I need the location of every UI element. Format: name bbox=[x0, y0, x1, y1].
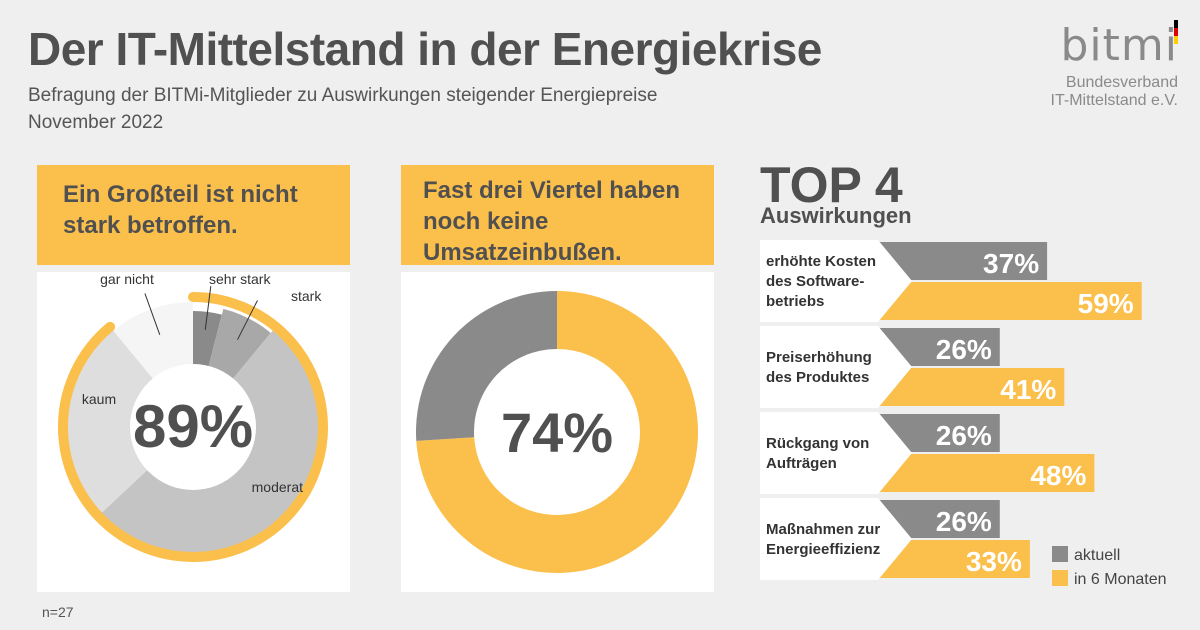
category-box bbox=[760, 412, 912, 494]
logo-text-line2: IT-Mittelstand e.V. bbox=[1050, 92, 1178, 109]
category-box bbox=[760, 240, 912, 322]
donut-hole bbox=[130, 364, 256, 490]
slice-label-gar-nicht: gar nicht bbox=[100, 272, 154, 287]
leader-stark bbox=[237, 300, 258, 340]
category-label: Energieeffizienz bbox=[766, 541, 880, 558]
slice-label-sehr-stark: sehr stark bbox=[209, 272, 271, 287]
category-label: betriebs bbox=[766, 293, 824, 310]
bitmi-logo: bitmi Bundesverband IT-Mittelstand e.V. bbox=[1018, 20, 1178, 112]
chart2-panel: 74% bbox=[401, 272, 714, 592]
value-label-aktuell: 26% bbox=[936, 420, 992, 451]
legend-swatch-aktuell bbox=[1052, 546, 1068, 562]
highlight-ring bbox=[58, 292, 328, 562]
logo-text-line1: Bundesverband bbox=[1065, 74, 1178, 91]
chart1-banner: Ein Großteil ist nicht stark betroffen. bbox=[37, 165, 350, 265]
slice-label-kaum: kaum bbox=[82, 391, 116, 407]
top4-subtitle: Auswirkungen bbox=[760, 203, 912, 228]
legend-label-aktuell: aktuell bbox=[1074, 547, 1120, 564]
bar-group-4: Maßnahmen zur Energieeffizienz 26% 33% bbox=[760, 498, 1030, 580]
category-label: Preiserhöhung bbox=[766, 349, 872, 366]
top4-title: TOP 4 bbox=[760, 157, 903, 213]
value-label-in-6-monaten: 59% bbox=[1078, 288, 1134, 319]
chart2-banner: Fast drei Viertel haben noch keine Umsat… bbox=[401, 165, 714, 266]
value-label-aktuell: 26% bbox=[936, 334, 992, 365]
value-label-in-6-monaten: 33% bbox=[966, 546, 1022, 577]
top4-bar-chart: erhöhte Kosten des Software-betriebs 37% 59… bbox=[760, 240, 1167, 588]
slice-umsatzeinbußen bbox=[416, 291, 557, 441]
value-label-in-6-monaten: 41% bbox=[1000, 374, 1056, 405]
bar-group-3: Rückgang von Aufträgen 26% 48% bbox=[760, 412, 1095, 494]
slice-keine-umsatzeinbußen bbox=[416, 291, 698, 573]
chart1-panel: 89% sehr stark stark moderat kaum gar nicht bbox=[37, 271, 350, 592]
bar-group-1: erhöhte Kosten des Software-betriebs 37% 59… bbox=[760, 240, 1142, 322]
bar-group-2: Preiserhöhung des Produktes 26% 41% bbox=[760, 326, 1065, 408]
value-label-aktuell: 37% bbox=[983, 248, 1039, 279]
legend-label-in-6-monaten: in 6 Monaten bbox=[1074, 571, 1167, 588]
category-label: Aufträgen bbox=[766, 455, 837, 472]
category-box bbox=[760, 326, 912, 408]
survey-date: November 2022 bbox=[28, 112, 164, 133]
category-label: des Produktes bbox=[766, 369, 869, 386]
category-label: des Software- bbox=[766, 273, 864, 290]
leader-gar-nicht bbox=[144, 293, 161, 335]
legend-swatch-in-6-monaten bbox=[1052, 570, 1068, 586]
value-label-aktuell: 26% bbox=[936, 506, 992, 537]
value-label-in-6-monaten: 48% bbox=[1030, 460, 1086, 491]
category-box bbox=[760, 498, 912, 580]
sample-size: n=27 bbox=[42, 604, 74, 620]
leader-sehr-stark bbox=[204, 286, 212, 330]
legend: aktuell in 6 Monaten bbox=[1052, 546, 1167, 588]
slice-label-stark: stark bbox=[291, 288, 322, 304]
page-subtitle: Befragung der BITMi-Mitglieder zu Auswir… bbox=[28, 85, 658, 106]
category-label: Rückgang von bbox=[766, 435, 869, 452]
impact-donut-chart: 89% sehr stark stark moderat kaum gar nicht bbox=[58, 271, 328, 562]
center-label: 74% bbox=[501, 401, 613, 464]
center-label: 89% bbox=[133, 393, 253, 460]
revenue-donut-chart: 74% bbox=[416, 291, 698, 573]
slice-kaum bbox=[64, 328, 193, 515]
german-flag-icon bbox=[1174, 20, 1178, 44]
logo-wordmark: bitmi bbox=[1060, 20, 1178, 71]
slice-label-moderat: moderat bbox=[252, 479, 303, 495]
category-label: erhöhte Kosten bbox=[766, 253, 876, 270]
page-title: Der IT-Mittelstand in der Energiekrise bbox=[28, 23, 822, 75]
category-label: Maßnahmen zur bbox=[766, 521, 880, 538]
